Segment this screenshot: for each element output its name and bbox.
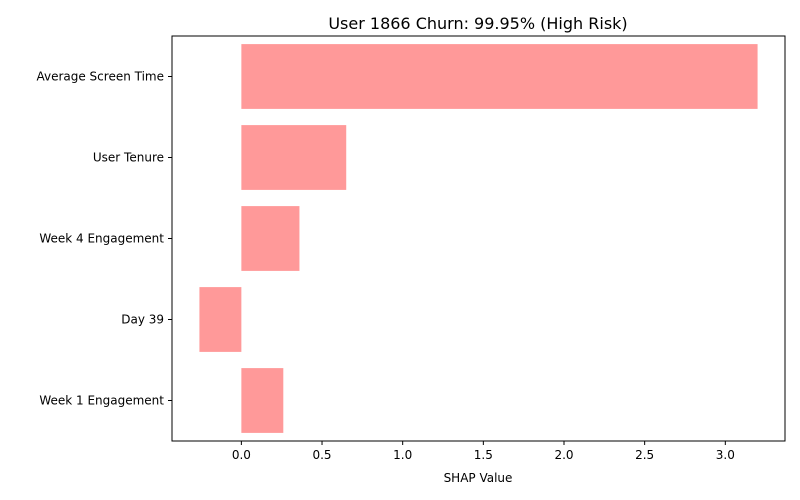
y-tick-label-3: Day 39	[121, 313, 164, 327]
bar-3	[199, 287, 242, 352]
x-tick-label-6: 3.0	[716, 448, 735, 462]
x-tick-label-1: 0.5	[312, 448, 331, 462]
y-tick-label-1: User Tenure	[93, 151, 164, 165]
chart-title: User 1866 Churn: 99.95% (High Risk)	[328, 14, 627, 33]
y-tick-label-2: Week 4 Engagement	[39, 232, 164, 246]
x-tick-label-5: 2.5	[635, 448, 654, 462]
x-ticks-layer: 0.0 0.5 1.0 1.5 2.0 2.5 3.0	[232, 441, 735, 462]
x-tick-label-0: 0.0	[232, 448, 251, 462]
x-tick-label-4: 2.0	[554, 448, 573, 462]
bars-layer	[199, 44, 758, 433]
bar-1	[241, 125, 347, 190]
plot-frame	[171, 35, 786, 442]
x-tick-label-2: 1.0	[393, 448, 412, 462]
y-tick-label-0: Average Screen Time	[36, 70, 164, 84]
y-ticks-layer: Average Screen Time User Tenure Week 4 Eng…	[36, 70, 172, 408]
bar-0	[241, 44, 758, 109]
x-tick-label-3: 1.5	[474, 448, 493, 462]
bar-2	[241, 206, 300, 271]
x-axis-label: SHAP Value	[444, 471, 513, 485]
bar-4	[241, 368, 284, 433]
y-tick-label-4: Week 1 Engagement	[39, 394, 164, 408]
